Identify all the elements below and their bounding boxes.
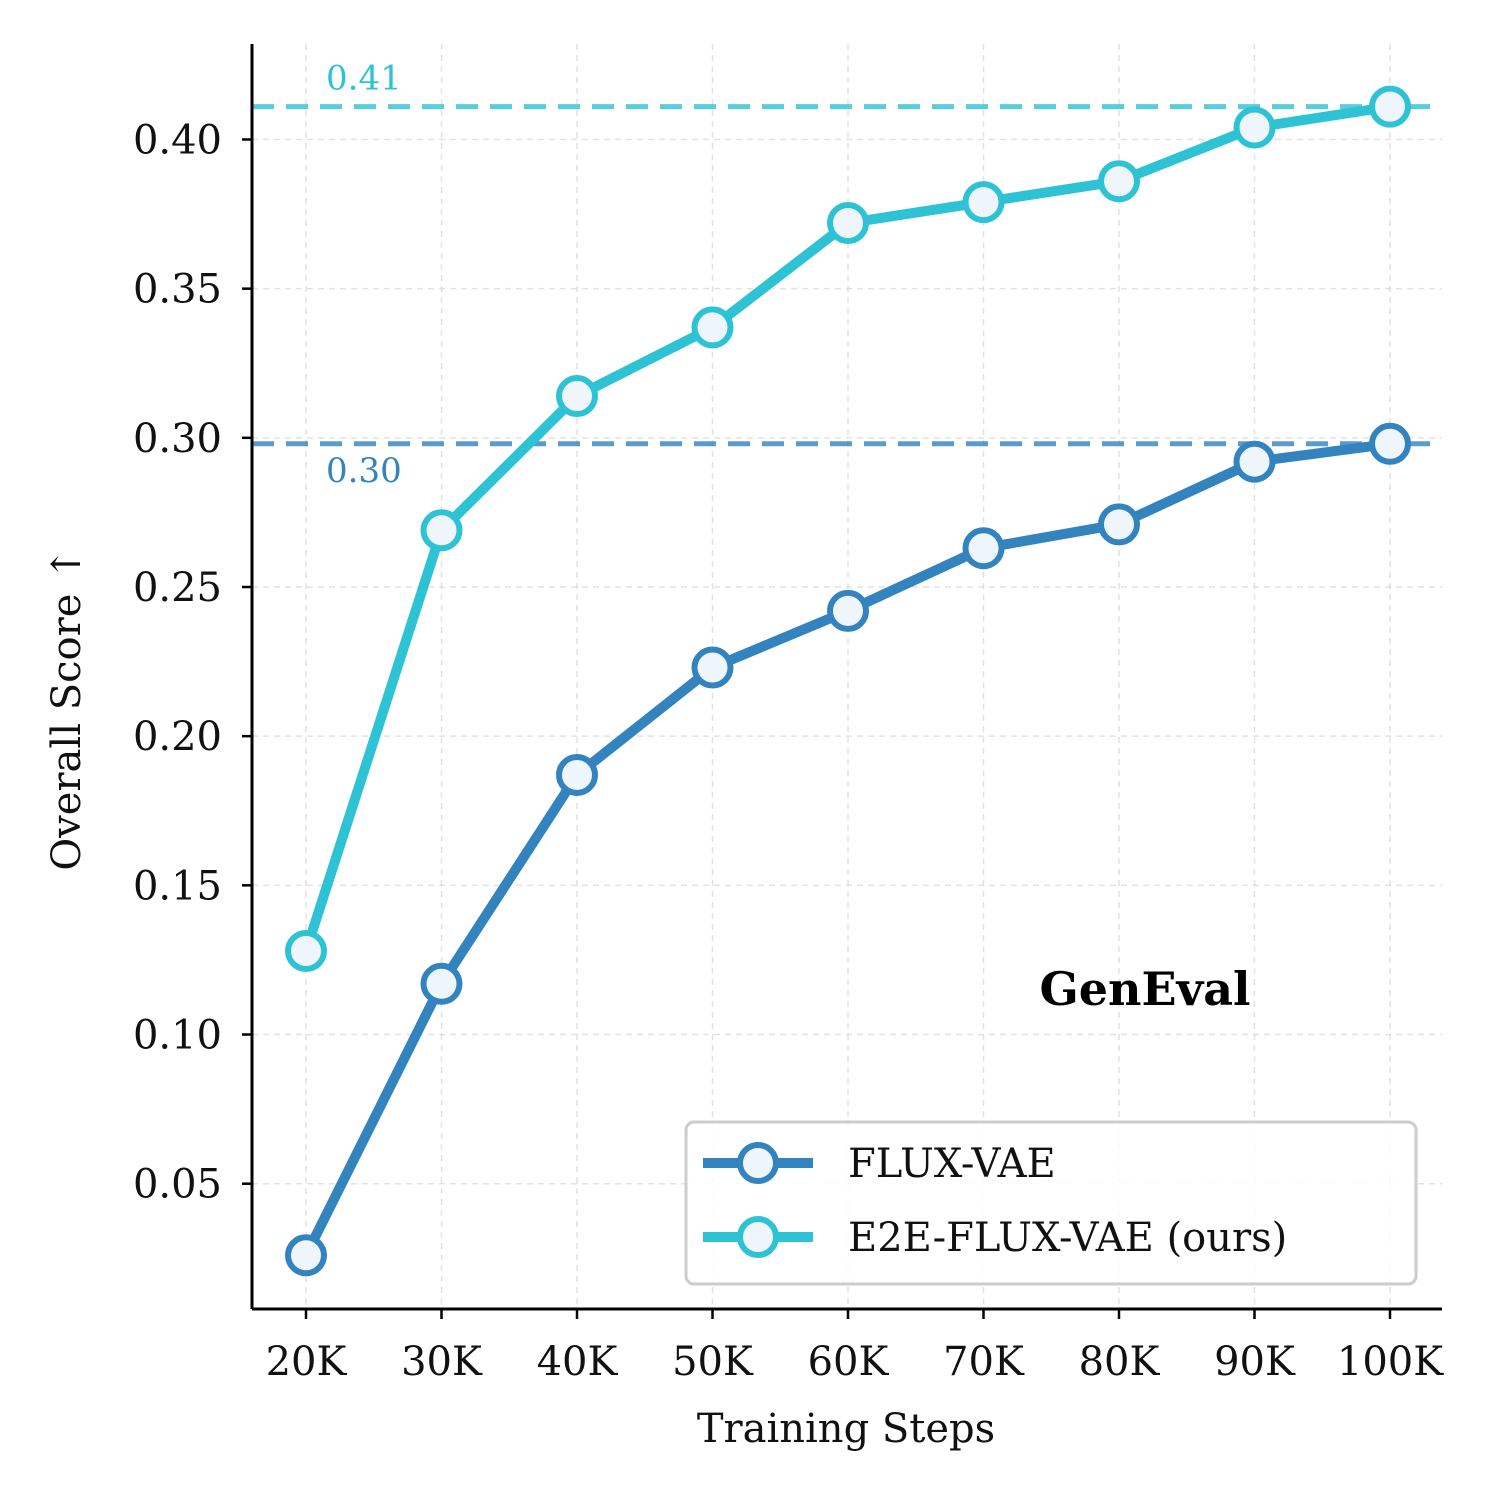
- legend-box: [684, 1120, 1418, 1286]
- data-point: [420, 509, 463, 552]
- data-point: [420, 962, 463, 1005]
- data-point: [962, 181, 1005, 224]
- x-tick-label: 30K: [401, 1339, 483, 1385]
- x-axis-title: Training Steps: [697, 1406, 995, 1452]
- data-point: [691, 646, 734, 689]
- data-point: [827, 202, 869, 245]
- y-tick-label: 0.40: [133, 117, 222, 163]
- reference-line-label: 0.30: [326, 451, 402, 491]
- x-tick-label: 60K: [808, 1339, 890, 1385]
- y-tick-label: 0.10: [133, 1013, 222, 1059]
- legend-swatch-marker: [737, 1216, 779, 1258]
- legend-swatch-marker: [737, 1142, 779, 1184]
- x-ticks: 20K 30K 40K 50K 60K 70K 80K 90K 100K: [266, 1309, 1444, 1385]
- x-tick-label: 40K: [537, 1339, 619, 1385]
- y-axis-title: Overall Score ↑: [44, 547, 90, 870]
- data-point: [556, 753, 598, 796]
- data-point: [285, 1234, 327, 1277]
- y-tick-label: 0.05: [133, 1162, 222, 1208]
- data-point: [285, 929, 327, 972]
- data-point: [691, 306, 734, 349]
- x-tick-label: 20K: [266, 1339, 348, 1385]
- y-ticks: 0.05 0.10 0.15 0.20 0.25 0.30 0.35 0.40: [133, 117, 252, 1208]
- legend-entry-label: E2E-FLUX-VAE (ours): [848, 1215, 1287, 1261]
- data-point: [1369, 85, 1411, 128]
- legend: FLUX-VAE E2E-FLUX-VAE (ours): [684, 1120, 1418, 1286]
- x-tick-label: 50K: [672, 1339, 754, 1385]
- data-point: [1098, 160, 1140, 203]
- x-tick-label: 80K: [1079, 1339, 1161, 1385]
- y-tick-label: 0.35: [133, 267, 222, 313]
- data-point: [556, 375, 598, 418]
- x-tick-label: 90K: [1214, 1339, 1296, 1385]
- data-point: [962, 527, 1005, 570]
- x-tick-label: 100K: [1337, 1339, 1444, 1385]
- x-tick-label: 70K: [943, 1339, 1025, 1385]
- y-tick-label: 0.25: [133, 565, 222, 611]
- y-tick-label: 0.30: [133, 416, 222, 462]
- chart-title: GenEval: [1039, 962, 1250, 1016]
- reference-line-label: 0.41: [326, 59, 402, 99]
- data-point: [1233, 106, 1276, 149]
- data-point: [1369, 422, 1411, 465]
- legend-entry-label: FLUX-VAE: [848, 1141, 1056, 1187]
- y-tick-label: 0.20: [133, 714, 222, 760]
- data-point: [1098, 503, 1140, 546]
- data-point: [827, 589, 869, 632]
- y-tick-label: 0.15: [133, 863, 222, 909]
- series: [285, 85, 1411, 1277]
- data-point: [1233, 440, 1276, 483]
